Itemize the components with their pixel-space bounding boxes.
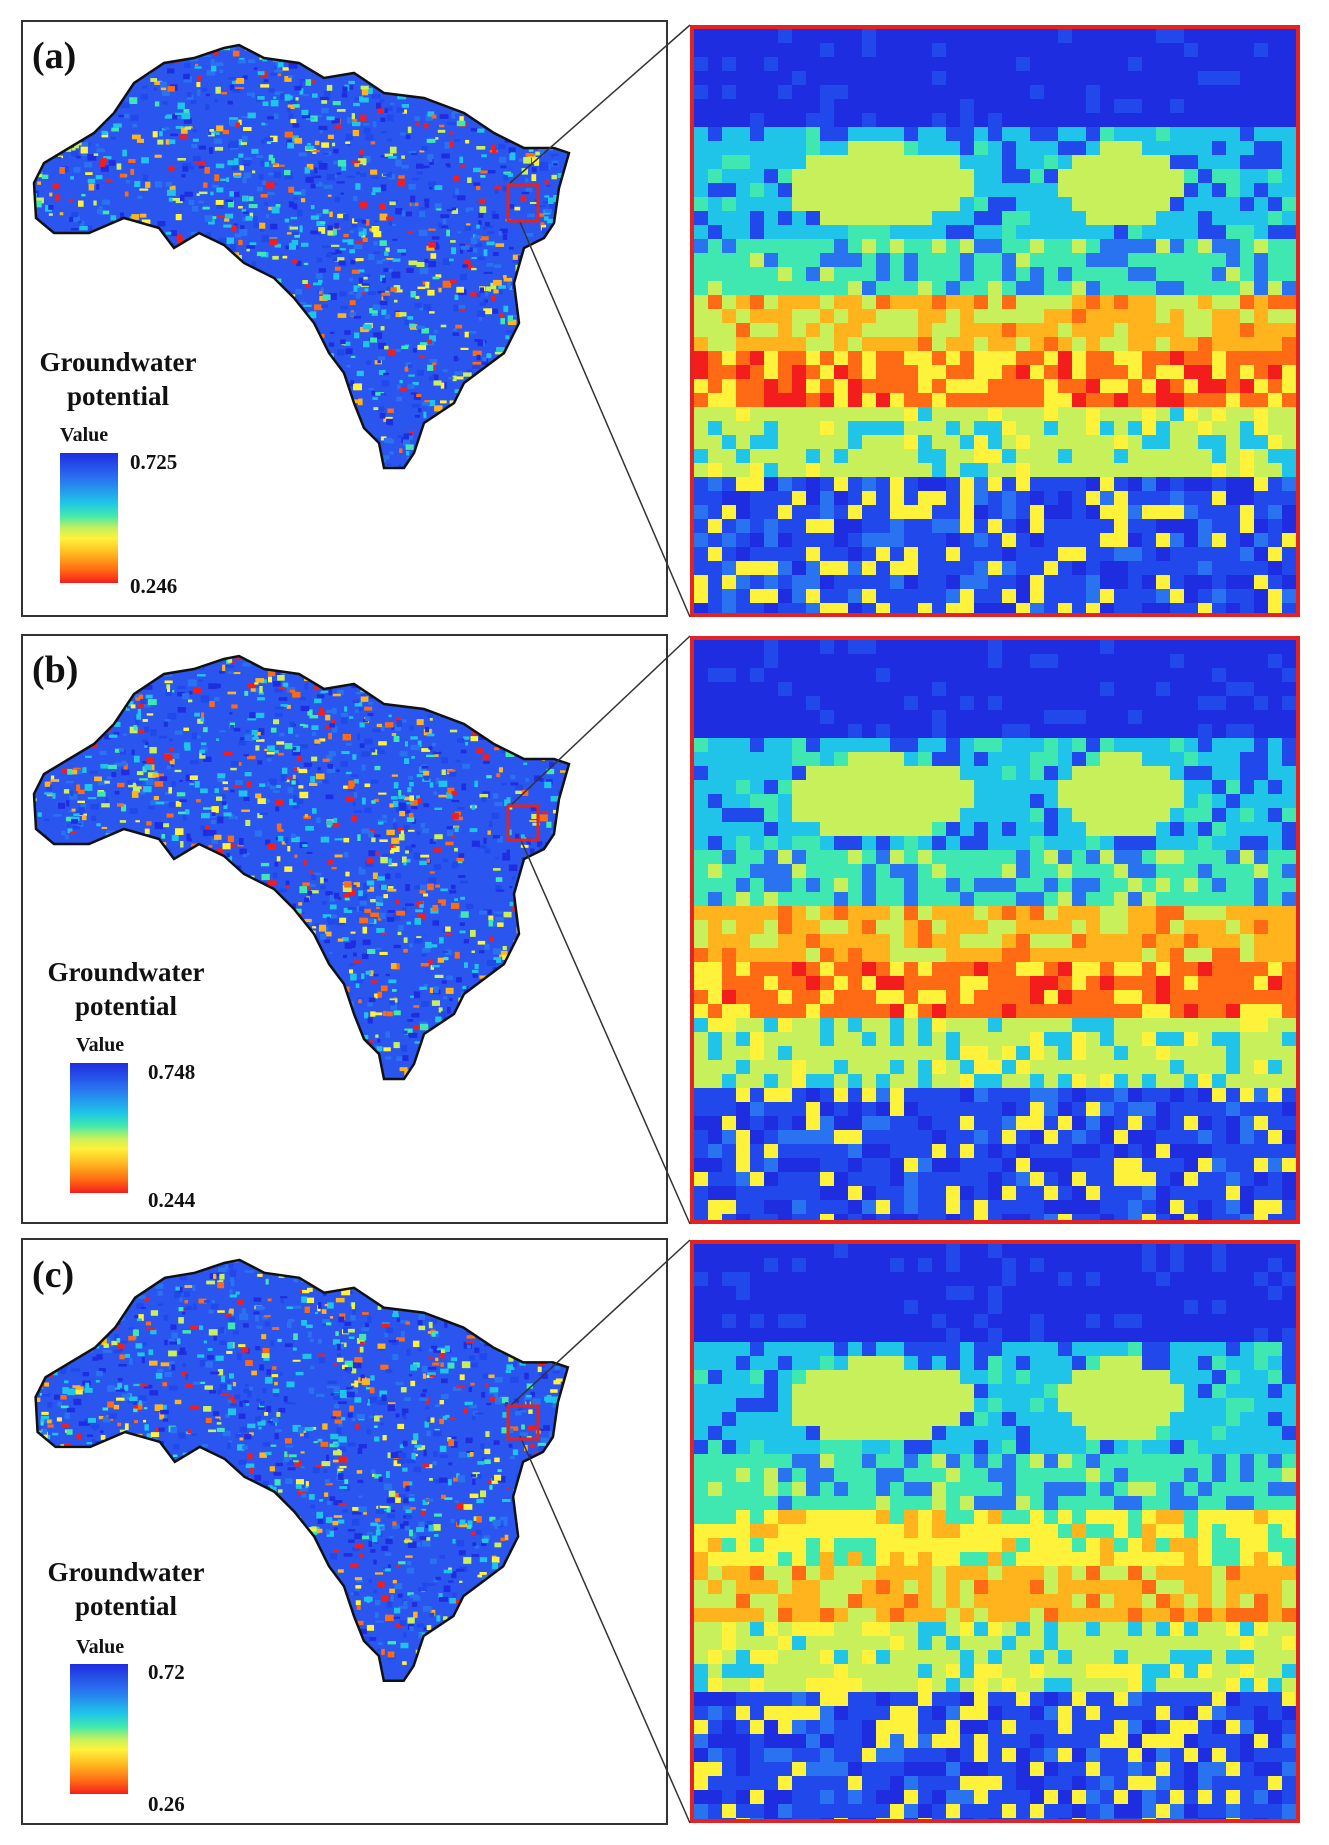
panel-b-legend-min: 0.244 [148, 1188, 196, 1212]
panel-b-legend-title-line2: potential [74, 991, 177, 1021]
panel-b-legend-title-line1: Groundwater [47, 957, 205, 987]
panel-b-zoom-inset [690, 636, 1300, 1224]
panel-a-legend-max: 0.725 [130, 450, 178, 474]
panel-c-zoom-inset [690, 1240, 1300, 1823]
panel-b-legend-title: Groundwater potential [26, 955, 226, 1023]
panel-a-watershed-map [32, 43, 571, 470]
panel-a-legend-min: 0.246 [130, 574, 178, 598]
panel-c-legend-max: 0.72 [148, 1660, 185, 1684]
panel-c-legend-min: 0.26 [148, 1792, 185, 1816]
panel-b-watershed-map [32, 654, 571, 1081]
panel-c-watershed-map [34, 1258, 570, 1682]
panel-c-color-ramp [70, 1664, 128, 1794]
panel-b-label: (b) [32, 649, 79, 691]
panel-c-legend-value-label: Value [76, 1636, 125, 1658]
panel-b-legend-max: 0.748 [148, 1060, 196, 1084]
panel-a-color-ramp [60, 453, 118, 583]
panel-c-legend-title: Groundwater potential [26, 1555, 226, 1623]
panel-a-legend-title-line2: potential [66, 381, 169, 411]
panel-c-label: (c) [32, 1254, 75, 1296]
panel-a-zoom-inset [690, 25, 1300, 617]
panel-a-legend-title: Groundwater potential [18, 345, 218, 413]
panel-a-legend-title-line1: Groundwater [39, 347, 197, 377]
panel-b-color-ramp [70, 1063, 128, 1193]
panel-b-legend-value-label: Value [76, 1034, 125, 1056]
panel-a-label: (a) [32, 35, 77, 77]
panel-a-legend-value-label: Value [60, 424, 109, 446]
panel-c-legend-title-line2: potential [74, 1591, 177, 1621]
panel-c-legend-title-line1: Groundwater [47, 1557, 205, 1587]
